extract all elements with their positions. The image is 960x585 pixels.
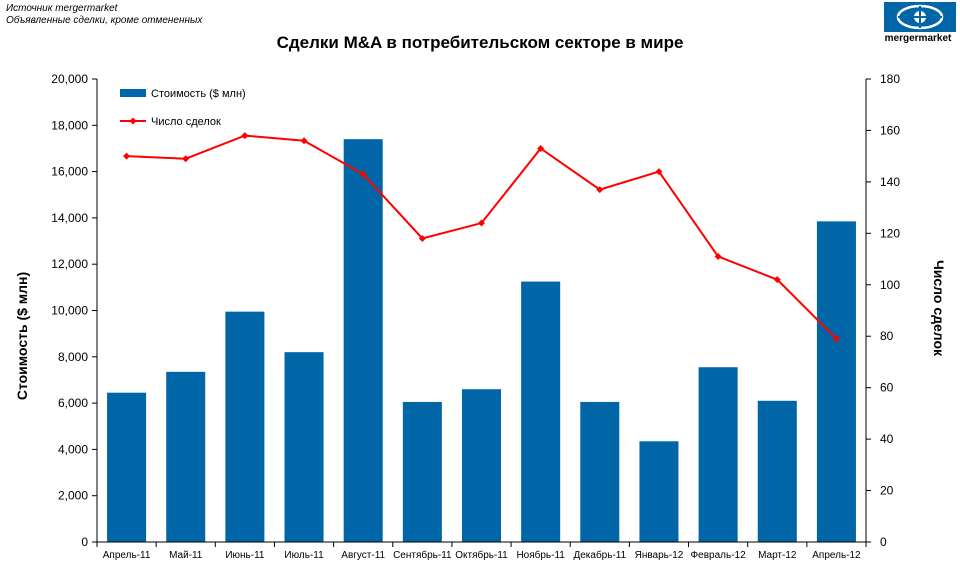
line-point-9 (655, 168, 663, 176)
bar-1 (166, 371, 206, 542)
y-tick-label: 10,000 (51, 304, 88, 318)
bar-6 (461, 389, 502, 542)
line-point-10 (714, 252, 722, 260)
x-tick-label: Июнь-11 (225, 550, 265, 561)
bar-10 (698, 367, 738, 542)
x-tick-label: Февраль-12 (691, 550, 747, 561)
x-tick-label: Апрель-11 (103, 550, 151, 561)
mergermarket-logo-icon (884, 2, 956, 32)
line-point-8 (596, 186, 604, 194)
bar-7 (521, 281, 561, 542)
deal-count-line (126, 134, 838, 340)
y-tick-label: 2,000 (58, 489, 88, 503)
bar-4 (343, 139, 383, 542)
y-axis-title: Стоимость ($ млн) (14, 272, 30, 400)
y2-tick-label: 100 (880, 278, 900, 292)
y2-tick-label: 60 (880, 381, 894, 395)
y-tick-label: 8,000 (58, 350, 88, 364)
y2-tick-label: 40 (880, 432, 894, 446)
y2-tick-label: 120 (880, 226, 900, 240)
line-point-11 (773, 276, 781, 284)
legend-line-label: Число сделок (151, 116, 221, 128)
y2-tick-label: 20 (880, 484, 894, 498)
line-point-12 (832, 335, 840, 343)
y-tick-label: 14,000 (51, 211, 88, 225)
x-tick-label: Сентябрь-11 (393, 549, 452, 561)
line-point-5 (418, 234, 426, 242)
legend: Стоимость ($ млн) Число сделок (120, 88, 246, 128)
x-tick-label: Ноябрь-11 (516, 549, 565, 561)
chart-title: Сделки M&A в потребительском секторе в м… (276, 33, 684, 52)
y2-axis-title: Число сделок (931, 260, 947, 357)
x-tick-label: Август-11 (341, 550, 385, 561)
line-series (123, 132, 840, 343)
y2-tick-label: 140 (880, 175, 900, 189)
y-tick-label: 18,000 (51, 118, 88, 132)
legend-line-marker (129, 117, 137, 125)
y-tick-label: 0 (81, 535, 88, 549)
y-tick-label: 12,000 (51, 257, 88, 271)
bar-11 (757, 400, 797, 542)
bar-9 (639, 441, 679, 542)
x-tick-label: Июль-11 (284, 550, 324, 561)
line-point-3 (300, 137, 308, 145)
line-point-4 (359, 170, 367, 178)
bar-2 (225, 311, 265, 542)
x-tick-label: Март-12 (758, 550, 797, 561)
bar-5 (402, 401, 442, 542)
bar-8 (580, 401, 620, 542)
y2-tick-label: 160 (880, 123, 900, 137)
y-tick-label: 20,000 (51, 72, 88, 86)
y2-tick-label: 180 (880, 72, 900, 86)
x-tick-label: Май-11 (169, 550, 203, 561)
line-point-2 (241, 132, 249, 140)
x-tick-label: Январь-12 (635, 550, 684, 561)
bar-series (107, 139, 856, 542)
y-tick-label: 6,000 (58, 396, 88, 410)
bar-0 (107, 392, 147, 542)
y2-tick-label: 0 (880, 535, 887, 549)
y2-tick-label: 80 (880, 329, 894, 343)
y-tick-label: 4,000 (58, 442, 88, 456)
legend-bar-swatch (120, 89, 146, 97)
x-tick-label: Октябрь-11 (455, 549, 508, 561)
line-point-1 (182, 155, 190, 163)
source-line-2: Объявленные сделки, кроме отмененных (6, 15, 203, 26)
line-point-6 (478, 219, 485, 227)
legend-bar-label: Стоимость ($ млн) (151, 88, 246, 100)
bar-12 (816, 221, 856, 542)
y-tick-label: 16,000 (51, 165, 88, 179)
source-note: Источник mergermarket Объявленные сделки… (6, 3, 202, 27)
source-line-1: Источник mergermarket (6, 3, 118, 14)
x-tick-label: Апрель-12 (812, 550, 861, 561)
logo-text: mergermarket (884, 33, 952, 44)
line-point-7 (537, 144, 545, 152)
line-point-0 (123, 152, 131, 160)
x-tick-label: Декабрь-11 (573, 549, 626, 561)
bar-3 (284, 352, 324, 542)
axes: 0 2,000 4,000 6,000 8,000 10,000 12,000 14,000 1… (51, 72, 900, 561)
